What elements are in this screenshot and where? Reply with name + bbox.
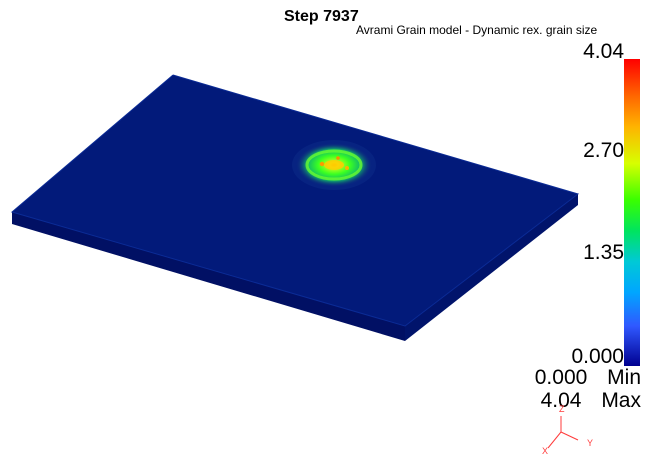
legend-tick-lower-middle: 1.35 [583, 241, 624, 264]
plate-model [10, 74, 580, 341]
plate-right-side [405, 194, 578, 341]
color-legend-bar [624, 59, 640, 366]
hotspot-core [324, 160, 344, 170]
dynamic-rex-hotspot [292, 140, 376, 190]
hotspot-speck-3 [336, 156, 340, 160]
plate-top-face [12, 75, 578, 326]
result-variable-title: Avrami Grain model - Dynamic rex. grain … [356, 23, 598, 37]
hotspot-ring [305, 149, 363, 181]
coordinate-triad [547, 416, 579, 449]
legend-max-value: 4.04 [540, 389, 582, 412]
legend-tick-upper-middle: 2.70 [583, 139, 624, 162]
plate-front-side [12, 212, 405, 341]
hotspot-speck-2 [345, 166, 349, 170]
step-title: Step 7937 [284, 8, 359, 25]
triad-y-label: Y [587, 438, 594, 448]
triad-x-label: X [542, 446, 549, 456]
legend-tick-bottom: 0.000 [571, 345, 624, 368]
triad-z-label: Z [559, 404, 565, 414]
legend-tick-top: 4.04 [583, 40, 624, 63]
legend-min-label: Min [607, 366, 641, 389]
legend-min-row: 0.000 Min [535, 367, 641, 388]
triad-x-axis [547, 431, 562, 449]
legend-min-value: 0.000 [534, 366, 588, 389]
plate-top-edge [10, 74, 580, 327]
hotspot-speck-1 [319, 161, 325, 167]
legend-max-row: 4.04 Max [541, 390, 641, 411]
triad-y-axis [560, 431, 579, 441]
legend-max-label: Max [601, 389, 641, 412]
